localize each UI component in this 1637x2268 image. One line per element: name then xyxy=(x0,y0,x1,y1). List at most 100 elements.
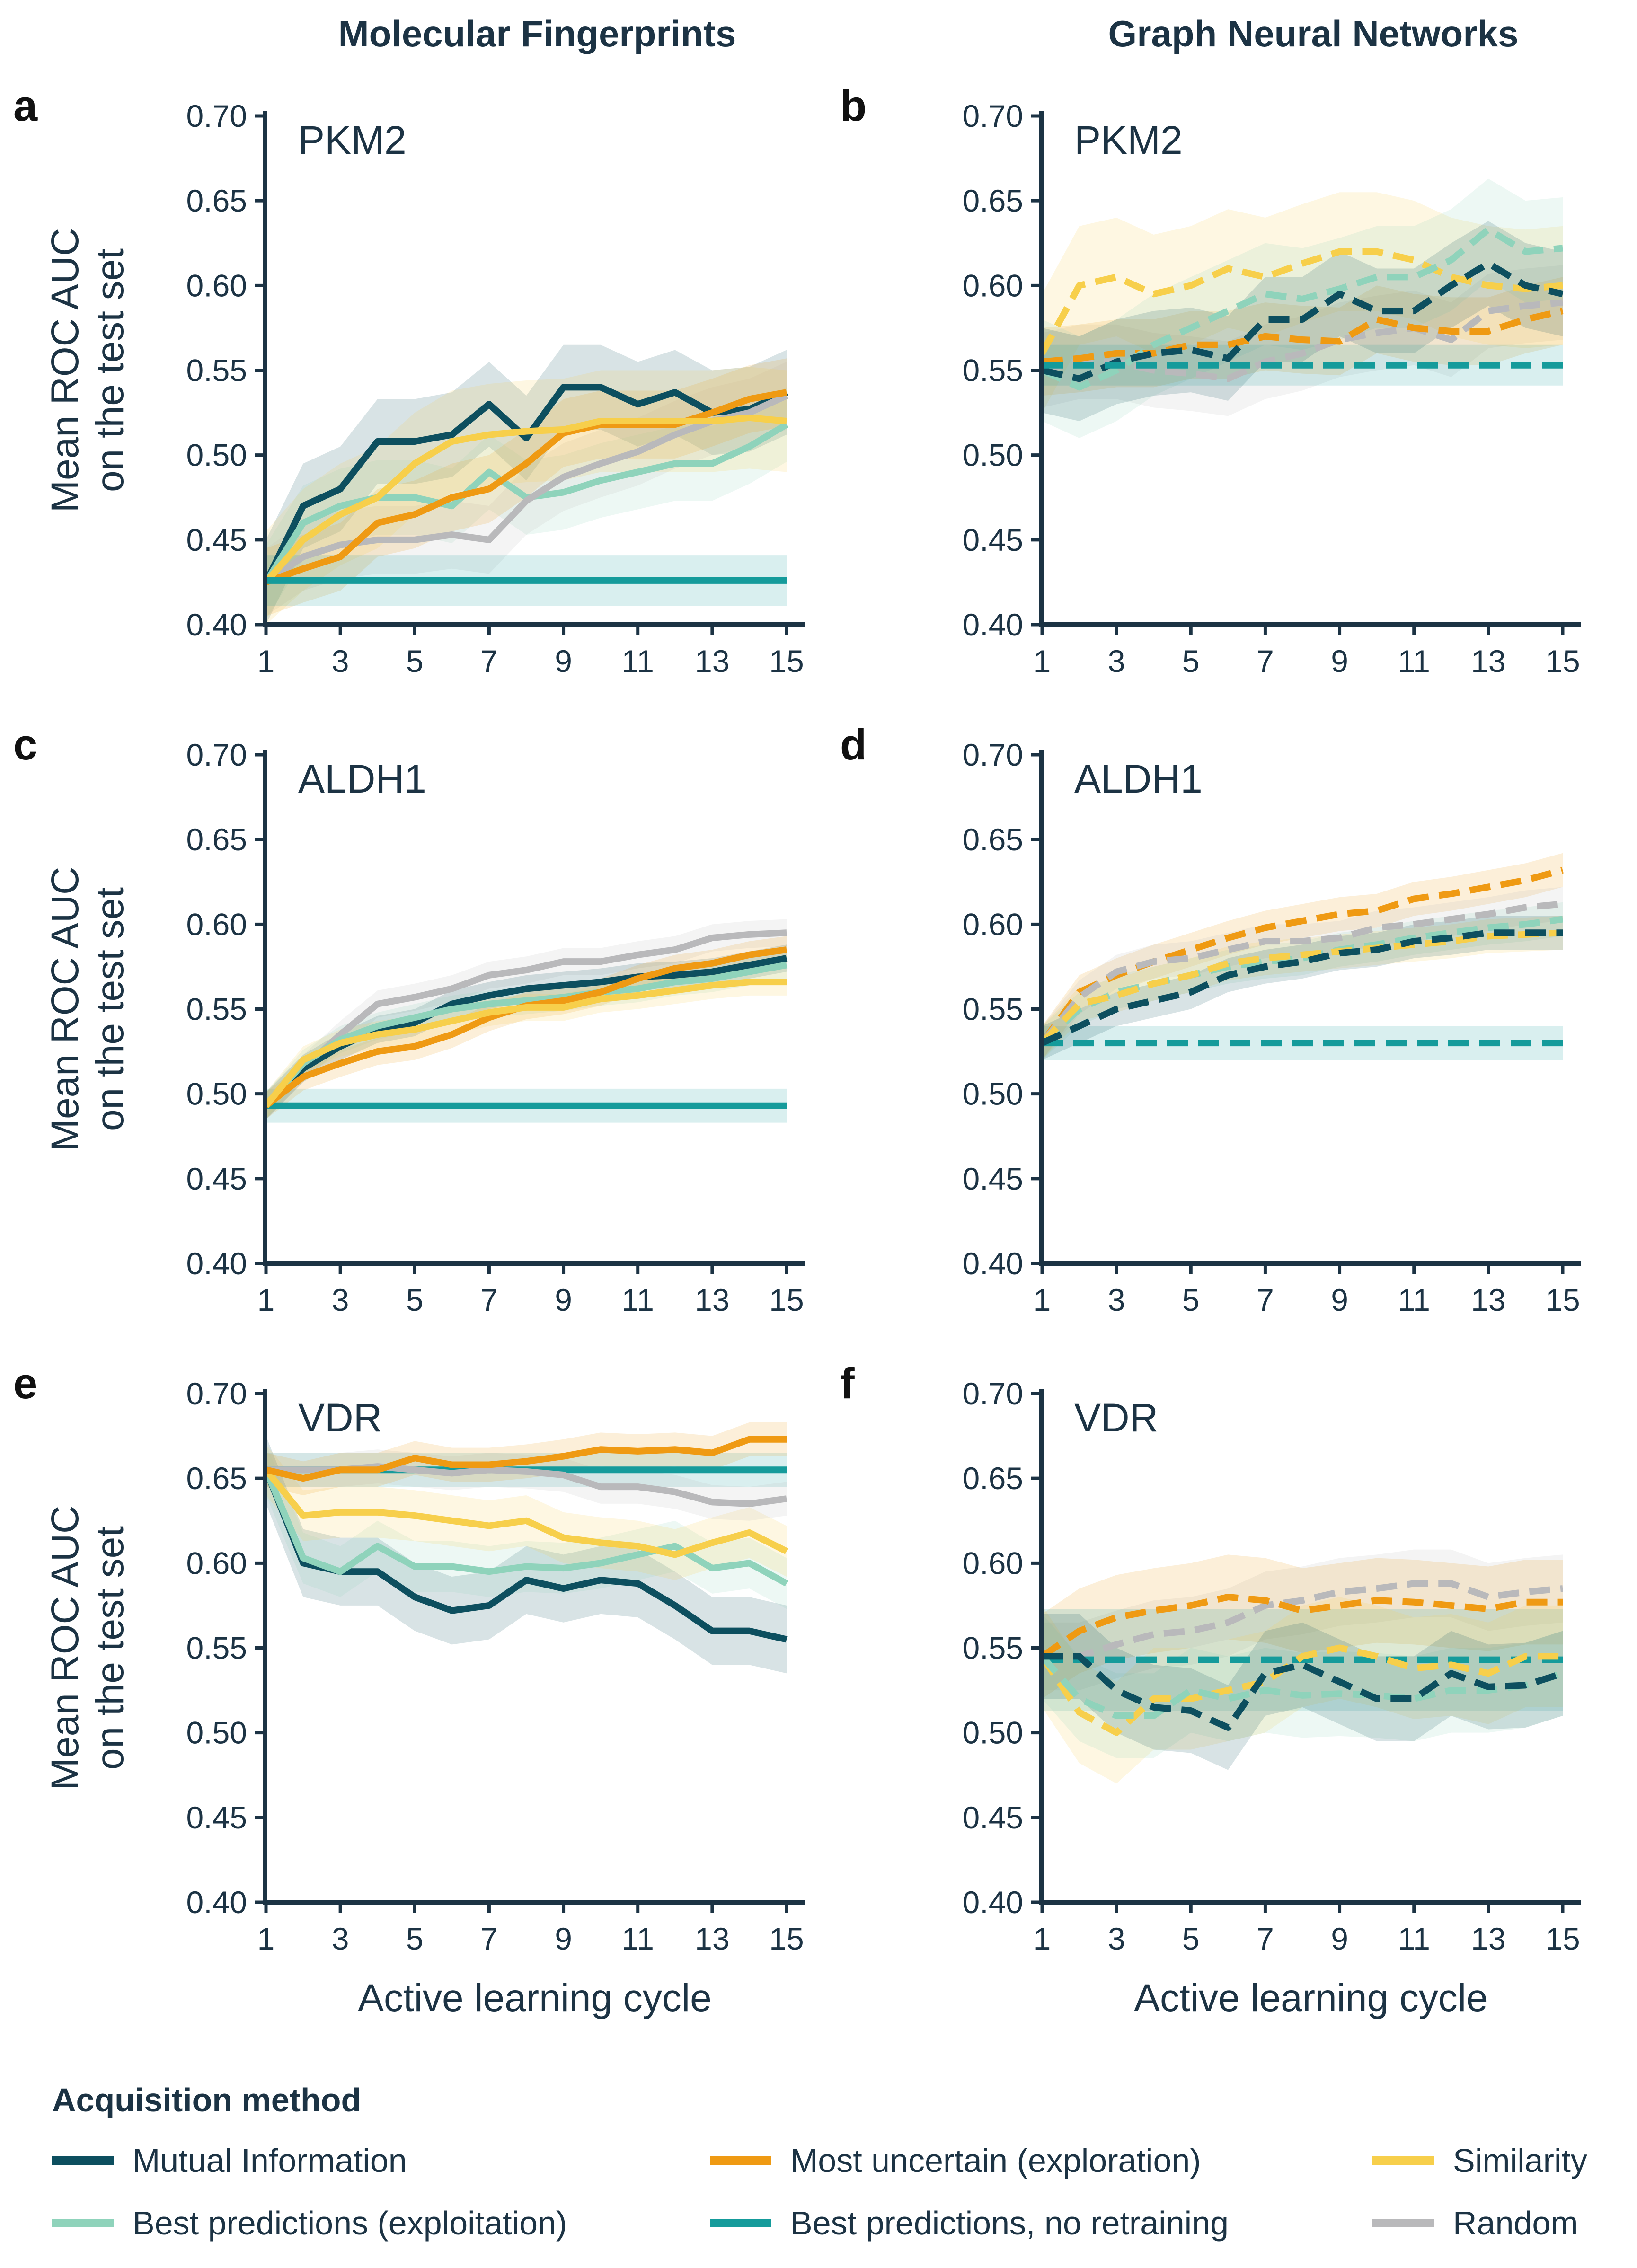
series-similarity xyxy=(1039,1644,1563,1736)
series-similarity xyxy=(263,979,787,1108)
legend: Acquisition method Mutual Information Mo… xyxy=(52,2082,1587,2242)
series-most-uncertain-exploration xyxy=(1040,1594,1563,1659)
x-tick-label: 13 xyxy=(1471,644,1505,679)
y-axis-label-line2: on the test set xyxy=(88,248,132,492)
x-tick-label: 9 xyxy=(555,1282,572,1317)
y-axis-label-line1: Mean ROC AUC xyxy=(44,1506,87,1791)
x-tick-label: 1 xyxy=(1034,1282,1051,1317)
band-mutual-information xyxy=(1042,1614,1563,1770)
x-tick-label: 3 xyxy=(332,1282,349,1317)
x-tick-label: 11 xyxy=(1398,1921,1430,1956)
series-lines xyxy=(263,1436,788,1643)
x-tick-label: 3 xyxy=(1108,1921,1125,1956)
y-axis-label-line1: Mean ROC AUC xyxy=(44,867,87,1152)
series-lines xyxy=(1039,866,1564,1047)
x-tick-label: 3 xyxy=(332,644,349,679)
x-tick-label: 1 xyxy=(257,1921,275,1956)
y-axis-label: Mean ROC AUCon the test set xyxy=(44,867,132,1152)
series-most-uncertain-exploration xyxy=(1042,308,1564,365)
series-similarity xyxy=(263,1467,788,1558)
y-tick-label: 0.40 xyxy=(186,1885,247,1920)
legend-label-mutual-information: Mutual Information xyxy=(133,2142,407,2179)
panel-letter: b xyxy=(840,82,867,130)
panel-f: f 0.700.650.600.550.500.450.401 3 5 7 9 11 13 15… xyxy=(840,1359,1581,2020)
series-most-uncertain-exploration xyxy=(265,389,788,585)
x-tick-label: 11 xyxy=(621,1282,654,1317)
y-tick-label: 0.45 xyxy=(963,1800,1023,1835)
y-tick-label: 0.65 xyxy=(963,1461,1023,1496)
series-similarity xyxy=(1039,929,1563,1045)
panel-c: c 0.700.650.600.550.500.450.401 3 5 7 9 11 13 15… xyxy=(13,721,805,1317)
y-tick-label: 0.50 xyxy=(963,1077,1023,1112)
panel-target-title: PKM2 xyxy=(1074,118,1183,162)
x-tick-label: 15 xyxy=(769,644,804,679)
column-title-left: Molecular Fingerprints xyxy=(338,13,736,54)
legend-label-best-predictions: Best predictions (exploitation) xyxy=(133,2205,567,2242)
x-tick-label: 7 xyxy=(1257,644,1274,679)
x-tick-label: 13 xyxy=(1471,1282,1505,1317)
series-lines xyxy=(263,384,788,585)
y-tick-label: 0.55 xyxy=(963,1631,1023,1666)
x-tick-label: 7 xyxy=(480,644,498,679)
y-tick-label: 0.50 xyxy=(963,438,1023,473)
y-tick-label: 0.55 xyxy=(186,992,247,1027)
y-tick-label: 0.40 xyxy=(186,607,247,642)
band-most-uncertain-exploration xyxy=(266,936,787,1120)
series-lines xyxy=(263,929,788,1109)
y-tick-label: 0.60 xyxy=(963,268,1023,303)
x-tick-label: 1 xyxy=(257,644,275,679)
panel-letter: f xyxy=(840,1359,855,1408)
panel-target-title: VDR xyxy=(298,1395,382,1440)
band-similarity xyxy=(266,968,787,1120)
y-tick-label: 0.70 xyxy=(186,1376,247,1411)
legend-title: Acquisition method xyxy=(52,2082,361,2118)
series-best-predictions-exploitation xyxy=(1039,1654,1564,1719)
band-similarity xyxy=(1042,192,1563,413)
y-tick-label: 0.40 xyxy=(963,607,1023,642)
series-most-uncertain-exploration xyxy=(265,1436,787,1482)
confidence-bands xyxy=(266,919,787,1123)
x-tick-label: 5 xyxy=(1182,1921,1200,1956)
y-tick-label: 0.65 xyxy=(186,822,247,857)
band-random xyxy=(1042,887,1563,1060)
x-tick-label: 7 xyxy=(1257,1282,1274,1317)
y-tick-label: 0.65 xyxy=(186,183,247,218)
y-tick-label: 0.40 xyxy=(963,1246,1023,1281)
y-tick-label: 0.50 xyxy=(963,1715,1023,1750)
x-tick-label: 13 xyxy=(1471,1921,1505,1956)
series-random xyxy=(1039,900,1563,1045)
x-tick-label: 7 xyxy=(480,1921,498,1956)
x-tick-label: 9 xyxy=(1331,1282,1348,1317)
x-tick-label: 13 xyxy=(695,1282,729,1317)
y-tick-label: 0.70 xyxy=(963,737,1023,772)
x-tick-label: 11 xyxy=(1398,644,1430,679)
legend-label-similarity: Similarity xyxy=(1453,2142,1587,2179)
series-similarity xyxy=(263,414,787,585)
x-tick-label: 1 xyxy=(1034,1921,1051,1956)
panels: a 0.700.650.600.550.500.450.401 3 5 7 9 11 13 15… xyxy=(13,82,1581,2020)
x-axis-label: Active learning cycle xyxy=(1134,1977,1487,2020)
series-lines xyxy=(1039,1580,1564,1736)
x-tick-label: 9 xyxy=(1331,1921,1348,1956)
y-tick-label: 0.45 xyxy=(186,1161,247,1196)
series-random xyxy=(1041,299,1563,382)
x-tick-label: 13 xyxy=(695,644,729,679)
y-tick-label: 0.60 xyxy=(186,268,247,303)
band-random xyxy=(266,919,787,1120)
x-tick-label: 3 xyxy=(1108,644,1125,679)
y-axis-label-line2: on the test set xyxy=(88,887,132,1131)
panel-b: b 0.700.650.600.550.500.450.401 3 5 7 9 11 13 15… xyxy=(840,82,1581,679)
x-tick-label: 1 xyxy=(257,1282,275,1317)
series-best-predictions-exploitation xyxy=(1041,226,1563,391)
x-tick-label: 7 xyxy=(480,1282,498,1317)
x-tick-label: 5 xyxy=(406,1921,424,1956)
y-tick-label: 0.40 xyxy=(963,1885,1023,1920)
x-tick-label: 11 xyxy=(621,644,654,679)
y-tick-label: 0.45 xyxy=(963,522,1023,557)
x-tick-label: 13 xyxy=(695,1921,729,1956)
band-similarity xyxy=(1042,1597,1563,1784)
series-mutual-information xyxy=(1041,260,1564,382)
panel-letter: e xyxy=(13,1359,37,1408)
y-tick-label: 0.55 xyxy=(186,353,247,388)
